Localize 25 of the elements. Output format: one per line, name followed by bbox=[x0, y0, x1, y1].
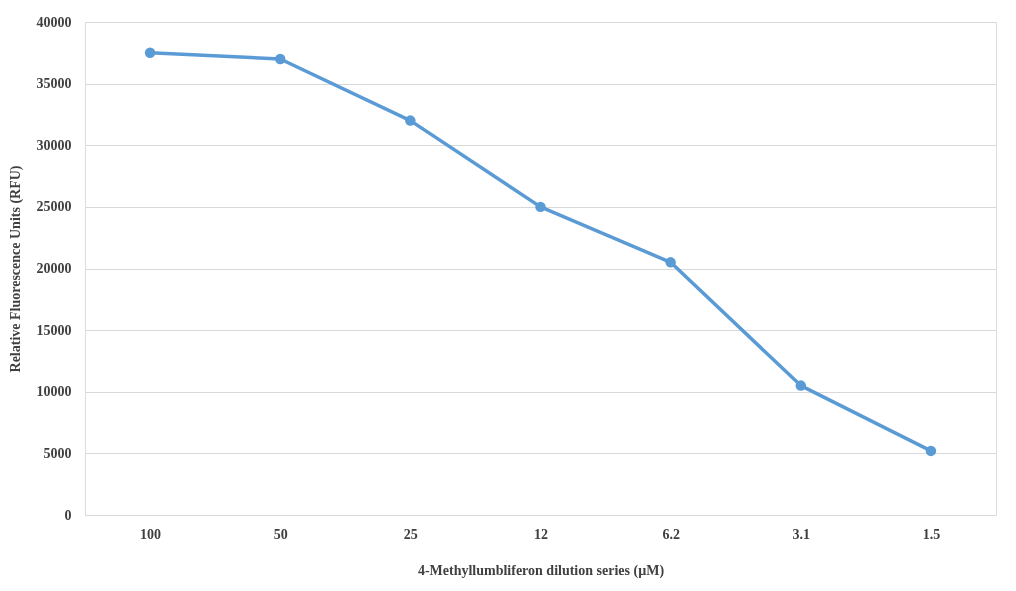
point bbox=[535, 201, 546, 213]
point bbox=[925, 445, 937, 457]
x-axis-title: 4-Methyllumbliferon dilution series (µM) bbox=[417, 562, 665, 579]
y-tick-label: 10000 bbox=[36, 384, 72, 400]
x-tick-label: 100 bbox=[140, 526, 162, 542]
y-tick-label: 15000 bbox=[36, 322, 72, 338]
point bbox=[795, 380, 807, 391]
y-tick-label: 5000 bbox=[43, 445, 72, 461]
point bbox=[665, 257, 676, 268]
x-tick-label: 3.1 bbox=[792, 526, 811, 542]
y-tick-label: 30000 bbox=[36, 137, 72, 153]
point bbox=[144, 47, 156, 59]
y-tick-label: 20000 bbox=[36, 261, 72, 276]
y-tick-label: 25000 bbox=[36, 199, 72, 215]
x-tick-label: 12 bbox=[534, 526, 548, 542]
x-tick-label: 50 bbox=[273, 526, 288, 542]
y-tick-label: 35000 bbox=[36, 76, 72, 92]
x-tick-label: 1.5 bbox=[922, 526, 941, 542]
x-tick-label: 6.2 bbox=[662, 526, 680, 542]
x-tick-label: 25 bbox=[403, 526, 418, 542]
y-tick-label: 40000 bbox=[36, 14, 72, 30]
y-axis-title: Relative Fluorescence Units (RFU) bbox=[7, 165, 24, 373]
point bbox=[405, 115, 416, 126]
y-tick-label: 0 bbox=[64, 507, 72, 523]
point bbox=[274, 53, 286, 65]
